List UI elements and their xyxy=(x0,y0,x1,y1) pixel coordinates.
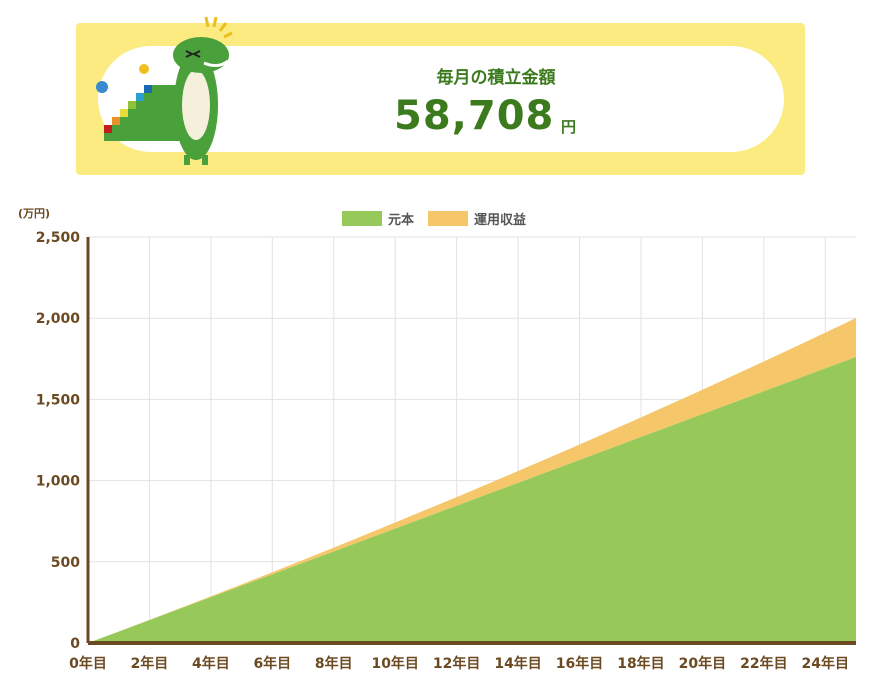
x-tick-label: 6年目 xyxy=(253,655,291,672)
y-axis-unit: (万円) xyxy=(18,207,50,220)
legend-label-profit: 運用収益 xyxy=(474,212,526,228)
x-tick-label: 16年目 xyxy=(556,655,603,672)
monthly-amount-value: 58,708 xyxy=(394,93,555,139)
x-tick-label: 12年目 xyxy=(433,655,480,672)
monthly-amount-title: 毎月の積立金額 xyxy=(436,68,556,88)
y-tick-label: 2,500 xyxy=(36,230,81,246)
monthly-amount-banner: 毎月の積立金額 58,708 円 xyxy=(76,16,805,175)
x-tick-label: 0年目 xyxy=(69,655,107,672)
y-tick-label: 1,500 xyxy=(36,392,81,408)
legend-label-principal: 元本 xyxy=(388,212,414,228)
x-tick-label: 8年目 xyxy=(315,655,353,672)
crocodile-mascot-icon xyxy=(96,16,233,165)
monthly-amount-unit: 円 xyxy=(561,118,577,136)
legend-swatch-profit xyxy=(428,211,468,226)
x-tick-label: 14年目 xyxy=(494,655,541,672)
x-tick-label: 10年目 xyxy=(371,655,418,672)
accumulation-area-chart: 0 500 1,000 1,500 2,000 2,500 0年目 2年目 4年目 6年目 8年目 1… xyxy=(18,207,856,672)
x-tick-label: 22年目 xyxy=(740,655,787,672)
y-tick-label: 500 xyxy=(51,555,80,571)
x-tick-label: 4年目 xyxy=(192,655,230,672)
principal-area xyxy=(88,356,856,643)
y-tick-label: 2,000 xyxy=(36,311,81,327)
x-tick-label: 20年目 xyxy=(679,655,726,672)
y-tick-label: 0 xyxy=(70,636,80,652)
x-tick-label: 18年目 xyxy=(617,655,664,672)
x-tick-label: 2年目 xyxy=(131,655,169,672)
x-tick-label: 24年目 xyxy=(802,655,849,672)
y-tick-label: 1,000 xyxy=(36,474,81,490)
legend-swatch-principal xyxy=(342,211,382,226)
